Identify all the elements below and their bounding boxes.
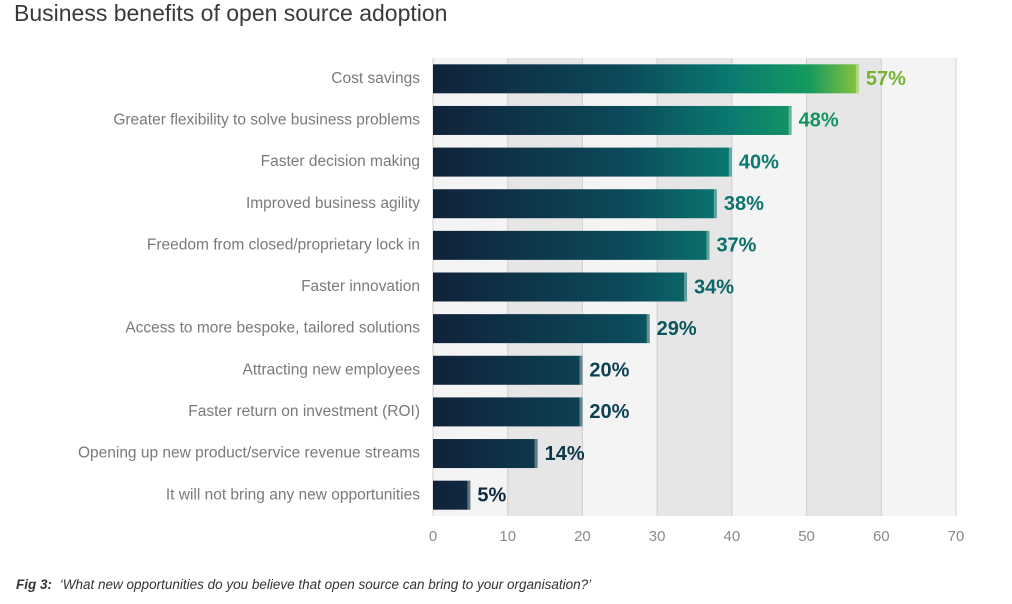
bar <box>433 355 583 385</box>
y-tick-label: Opening up new product/service revenue s… <box>78 445 420 462</box>
x-tick-label: 40 <box>724 528 741 545</box>
band <box>806 58 882 516</box>
bar <box>433 397 583 427</box>
y-tick-label: Cost savings <box>331 70 420 87</box>
y-tick-label: Improved business agility <box>246 195 420 212</box>
value-label: 40% <box>739 151 779 173</box>
value-label: 20% <box>589 401 629 423</box>
x-tick-label: 10 <box>499 528 516 545</box>
y-tick-label: Freedom from closed/proprietary lock in <box>147 236 420 253</box>
band <box>881 58 956 516</box>
bar <box>433 314 650 344</box>
x-tick-label: 60 <box>873 528 890 545</box>
value-label: 37% <box>716 235 756 257</box>
bar-cap <box>713 189 717 219</box>
bar-cap <box>579 397 583 427</box>
bar-cap <box>467 480 471 510</box>
y-tick-label: Faster innovation <box>301 278 420 295</box>
bar-cap <box>579 355 583 385</box>
value-label: 57% <box>866 68 906 90</box>
caption-text: ‘What new opportunities do you believe t… <box>60 577 592 592</box>
value-label: 34% <box>694 276 734 298</box>
x-tick-label: 70 <box>948 528 965 545</box>
y-tick-label: It will not bring any new opportunities <box>166 486 420 503</box>
y-tick-label: Greater flexibility to solve business pr… <box>113 112 420 129</box>
bar <box>433 480 471 510</box>
caption: Fig 3: ‘What new opportunities do you be… <box>16 577 592 592</box>
y-tick-label: Faster decision making <box>261 153 420 170</box>
bar <box>433 64 859 94</box>
x-tick-label: 30 <box>649 528 666 545</box>
value-label: 5% <box>477 484 506 506</box>
value-label: 48% <box>799 110 839 132</box>
bar <box>433 230 710 260</box>
x-tick-label: 0 <box>429 528 437 545</box>
value-label: 29% <box>657 318 697 340</box>
value-label: 14% <box>545 443 585 465</box>
bar-cap <box>534 439 538 469</box>
y-tick-label: Access to more bespoke, tailored solutio… <box>125 320 420 337</box>
bar <box>433 147 732 177</box>
x-tick-label: 50 <box>798 528 815 545</box>
bar-cap <box>788 105 792 135</box>
bar-cap <box>728 147 732 177</box>
caption-label: Fig 3: <box>16 577 52 592</box>
bar-cap <box>646 314 650 344</box>
y-tick-label: Faster return on investment (ROI) <box>188 403 420 420</box>
bar <box>433 105 792 135</box>
value-label: 20% <box>589 360 629 382</box>
bar-cap <box>706 230 710 260</box>
bar <box>433 272 688 302</box>
y-tick-label: Attracting new employees <box>243 361 421 378</box>
value-label: 38% <box>724 193 764 215</box>
bar-cap <box>855 64 859 94</box>
bar <box>433 439 538 469</box>
bar <box>433 189 717 219</box>
chart-title: Business benefits of open source adoptio… <box>14 0 447 26</box>
x-tick-label: 20 <box>574 528 591 545</box>
bar-cap <box>684 272 688 302</box>
